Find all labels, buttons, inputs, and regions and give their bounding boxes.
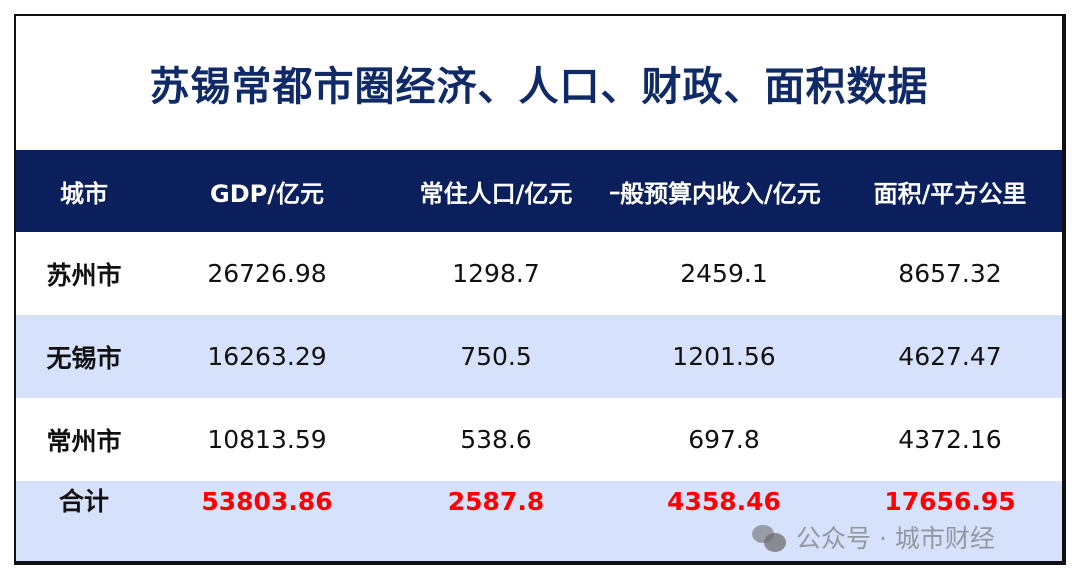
header-budget: 一般预算内收入/亿元 (610, 174, 838, 209)
budget-cell: 1201.56 (672, 342, 776, 371)
city-cell: 常州市 (46, 426, 122, 456)
gdp-cell: 26726.98 (207, 259, 327, 288)
total-row: 合计 53803.86 2587.8 4358.46 17656.95 (16, 481, 1062, 561)
area-cell: 4372.16 (898, 425, 1002, 454)
total-label: 合计 (58, 487, 109, 516)
city-cell: 苏州市 (46, 260, 122, 290)
table-header: 城市 GDP/亿元 常住人口/亿元 一般预算内收入/亿元 面积/平方公里 (16, 150, 1062, 232)
total-area: 17656.95 (884, 487, 1016, 516)
total-gdp: 53803.86 (201, 487, 333, 516)
total-population: 2587.8 (447, 487, 545, 516)
page-title: 苏锡常都市圈经济、人口、财政、面积数据 (149, 64, 929, 110)
data-table-card: 苏锡常都市圈经济、人口、财政、面积数据 城市 GDP/亿元 常住人口/亿元 一般… (14, 14, 1066, 565)
total-budget: 4358.46 (667, 487, 781, 516)
gdp-cell: 16263.29 (207, 342, 327, 371)
header-budget-text: 一般预算内收入/亿元 (610, 179, 821, 208)
table-row: 苏州市 26726.98 1298.7 2459.1 8657.32 (16, 232, 1062, 315)
header-population: 常住人口/亿元 (419, 179, 573, 208)
population-cell: 1298.7 (452, 259, 540, 288)
header-area: 面积/平方公里 (873, 179, 1027, 208)
area-cell: 8657.32 (898, 259, 1002, 288)
city-cell: 无锡市 (46, 343, 122, 373)
gdp-cell: 10813.59 (207, 425, 327, 454)
header-gdp: GDP/亿元 (210, 179, 324, 208)
population-cell: 750.5 (460, 342, 532, 371)
population-cell: 538.6 (460, 425, 532, 454)
budget-cell: 2459.1 (680, 259, 768, 288)
area-cell: 4627.47 (898, 342, 1002, 371)
header-city: 城市 (60, 179, 108, 208)
table-row: 无锡市 16263.29 750.5 1201.56 4627.47 (16, 315, 1062, 398)
budget-cell: 697.8 (688, 425, 760, 454)
table-row: 常州市 10813.59 538.6 697.8 4372.16 (16, 398, 1062, 481)
